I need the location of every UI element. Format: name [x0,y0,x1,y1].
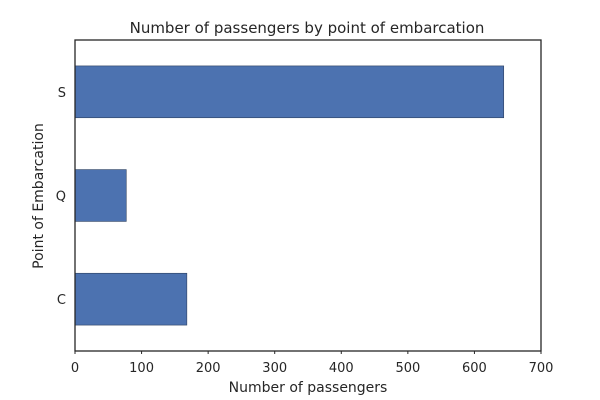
ticks-layer: C Q S 0 100 200 300 400 500 600 700 [56,86,554,376]
x-tick-label: 0 [71,361,79,376]
x-tick-label: 700 [529,361,554,376]
x-tick-label: 500 [395,361,420,376]
x-tick-label: 400 [329,361,354,376]
x-tick-label: 600 [462,361,487,376]
y-tick-label: Q [56,190,66,205]
y-tick-label: S [58,86,66,101]
plot-frame [74,39,542,352]
bars-layer [74,65,505,326]
x-tick-label: 300 [262,361,287,376]
x-axis-label: Number of passengers [229,380,388,396]
bar-s [74,65,505,119]
y-axis-label: Point of Embarcation [31,123,47,269]
y-tick-label: C [57,293,66,308]
bar-c [74,272,188,326]
x-tick-label: 200 [196,361,221,376]
chart-title: Number of passengers by point of embarca… [130,19,485,37]
x-tick-label: 100 [129,361,154,376]
bar-q [74,169,127,222]
